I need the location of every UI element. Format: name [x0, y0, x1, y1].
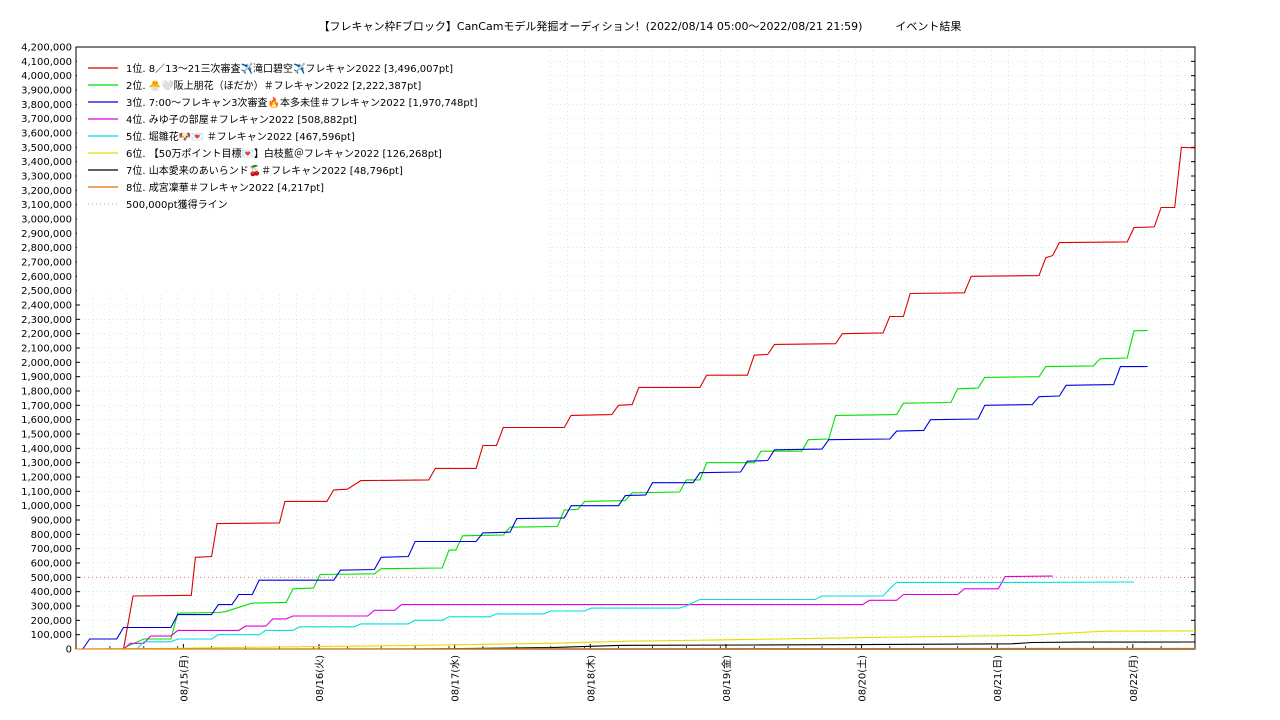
y-tick-label: 3,300,000: [21, 172, 72, 183]
y-tick-label: 3,900,000: [21, 86, 72, 97]
x-tick-label: 08/20(土): [856, 655, 869, 702]
y-tick-label: 3,600,000: [21, 129, 72, 140]
chart-title: 【フレキャン枠Fブロック】CanCamモデル発掘オーディション！(2022/08…: [318, 20, 962, 33]
y-tick-label: 2,200,000: [21, 329, 72, 340]
y-tick-label: 3,800,000: [21, 100, 72, 111]
y-tick-label: 2,300,000: [21, 315, 72, 326]
y-tick-label: 4,200,000: [21, 43, 72, 54]
y-tick-label: 2,600,000: [21, 272, 72, 283]
y-tick-label: 1,900,000: [21, 372, 72, 383]
series-line-5: [76, 581, 1135, 650]
y-tick-label: 500,000: [31, 573, 72, 584]
y-tick-label: 3,000,000: [21, 215, 72, 226]
y-tick-label: 3,500,000: [21, 143, 72, 154]
y-tick-label: 2,500,000: [21, 286, 72, 297]
y-tick-label: 1,700,000: [21, 401, 72, 412]
series-line-8: [75, 647, 1196, 650]
y-tick-label: 1,300,000: [21, 458, 72, 469]
x-tick-label: 08/15(月): [178, 655, 190, 702]
y-tick-label: 1,500,000: [21, 430, 72, 441]
y-tick-label: 400,000: [31, 587, 72, 598]
y-tick-label: 200,000: [31, 616, 72, 627]
series-line-6: [75, 630, 1196, 650]
y-tick-label: 2,700,000: [21, 258, 72, 269]
y-tick-label: 2,000,000: [21, 358, 72, 369]
legend-label-6: 6位. 【50万ポイント目標💌】白枝藍＠フレキャン2022 [126,268pt…: [126, 147, 442, 160]
legend-label-5: 5位. 堀雛花🐶💌 ＃フレキャン2022 [467,596pt]: [126, 130, 355, 143]
legend-label-3: 3位. 7:00〜フレキャン3次審査🔥本多未佳＃フレキャン2022 [1,970…: [126, 96, 478, 109]
y-tick-label: 3,700,000: [21, 114, 72, 125]
y-tick-label: 0: [66, 645, 72, 656]
legend-label-8: 8位. 成宮凜華＃フレキャン2022 [4,217pt]: [126, 181, 324, 194]
y-tick-label: 1,100,000: [21, 487, 72, 498]
y-tick-label: 1,400,000: [21, 444, 72, 455]
x-tick-label: 08/21(日): [993, 655, 1004, 702]
y-tick-label: 2,100,000: [21, 344, 72, 355]
y-tick-label: 1,200,000: [21, 473, 72, 484]
y-tick-label: 800,000: [31, 530, 72, 541]
y-tick-label: 700,000: [31, 544, 72, 555]
series-line-3: [76, 365, 1148, 650]
y-tick-label: 300,000: [31, 602, 72, 613]
legend-background: [77, 48, 545, 292]
legend-label-9: 500,000pt獲得ライン: [126, 198, 228, 211]
y-tick-label: 900,000: [31, 516, 72, 527]
y-tick-label: 4,100,000: [21, 57, 72, 68]
series-line-4: [76, 575, 1053, 650]
legend-label-2: 2位. 🐣🤍阪上朋花（ほだか）＃フレキャン2022 [2,222,387pt]: [126, 79, 421, 92]
x-tick-label: 08/16(火): [314, 655, 326, 702]
legend: 1位. 8／13〜21三次審査✈️滝口碧空✈️フレキャン2022 [3,496,…: [88, 62, 478, 211]
y-tick-label: 1,000,000: [21, 501, 72, 512]
x-tick-label: 08/22(月): [1128, 655, 1140, 702]
series-line-2: [76, 329, 1148, 650]
x-tick-label: 08/19(金): [720, 655, 733, 702]
legend-label-1: 1位. 8／13〜21三次審査✈️滝口碧空✈️フレキャン2022 [3,496,…: [126, 62, 453, 75]
legend-label-7: 7位. 山本愛来のあいらンド🍒＃フレキャン2022 [48,796pt]: [126, 164, 403, 177]
y-tick-label: 3,400,000: [21, 157, 72, 168]
x-tick-label: 08/17(水): [450, 655, 462, 702]
y-tick-label: 2,400,000: [21, 301, 72, 312]
y-tick-label: 600,000: [31, 559, 72, 570]
series-group: [75, 146, 1196, 650]
y-tick-label: 100,000: [31, 630, 72, 641]
x-tick-label: 08/18(木): [585, 655, 597, 702]
y-tick-label: 1,600,000: [21, 415, 72, 426]
legend-label-4: 4位. みゆ子の部屋＃フレキャン2022 [508,882pt]: [126, 113, 357, 126]
y-tick-label: 2,900,000: [21, 229, 72, 240]
y-tick-label: 3,100,000: [21, 200, 72, 211]
y-tick-label: 4,000,000: [21, 71, 72, 82]
y-tick-label: 2,800,000: [21, 243, 72, 254]
x-axis: 08/15(月) 08/16(火) 08/17(水) 08/18(木) 08/19(金)…: [75, 644, 1196, 702]
y-tick-label: 3,200,000: [21, 186, 72, 197]
series-line-1: [76, 146, 1196, 650]
y-tick-label: 1,800,000: [21, 387, 72, 398]
